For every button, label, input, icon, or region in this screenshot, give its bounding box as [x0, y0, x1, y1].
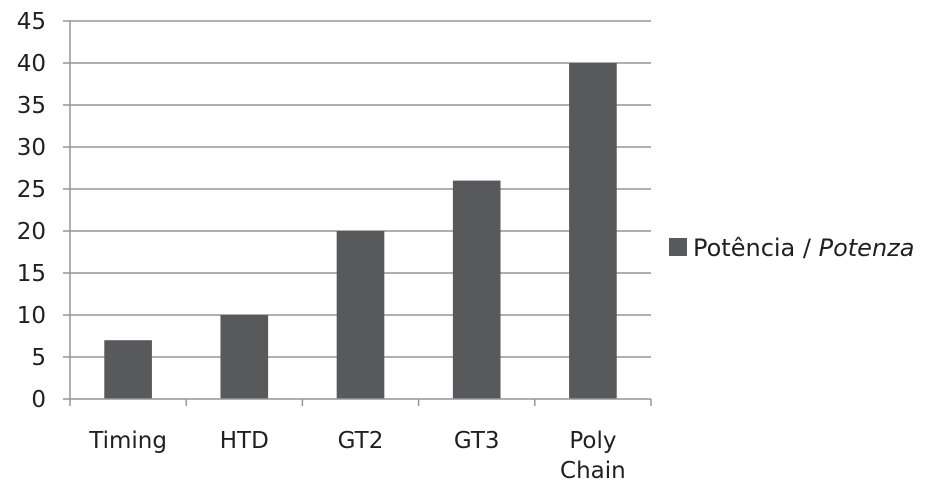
legend-label-main: Potência / — [693, 234, 819, 262]
x-tick-label: Timing — [88, 428, 167, 454]
legend: Potência / Potenza — [669, 234, 914, 262]
y-tick-label: 0 — [31, 387, 46, 413]
y-tick-label: 25 — [17, 177, 46, 203]
bar — [336, 231, 385, 399]
axes — [69, 21, 652, 406]
x-tick-label: GT3 — [454, 428, 500, 454]
y-tick-label: 40 — [17, 51, 46, 77]
bars — [104, 63, 617, 399]
x-tick-label: HTD — [220, 428, 269, 454]
legend-swatch — [669, 238, 687, 256]
x-tick-label: GT2 — [338, 428, 384, 454]
y-tick-label: 10 — [17, 303, 46, 329]
y-tick-label: 45 — [17, 9, 46, 35]
y-tick-label: 20 — [17, 219, 46, 245]
x-tick-label: Poly Chain — [560, 428, 626, 484]
bar — [452, 180, 501, 399]
y-tick-label: 5 — [31, 345, 46, 371]
y-tick-labels: 0 5 10 15 20 25 30 35 40 45 — [17, 9, 70, 413]
legend-label-italic: Potenza — [819, 234, 915, 262]
y-tick-label: 30 — [17, 135, 46, 161]
legend-label: Potência / Potenza — [693, 234, 914, 262]
bar — [569, 63, 617, 399]
y-tick-label: 15 — [17, 261, 46, 287]
bar — [104, 340, 152, 399]
x-tick-labels: Timing HTD GT2 GT3 Poly Chain — [88, 428, 626, 484]
bar — [220, 315, 269, 399]
gridlines — [70, 20, 651, 358]
y-tick-label: 35 — [17, 93, 46, 119]
